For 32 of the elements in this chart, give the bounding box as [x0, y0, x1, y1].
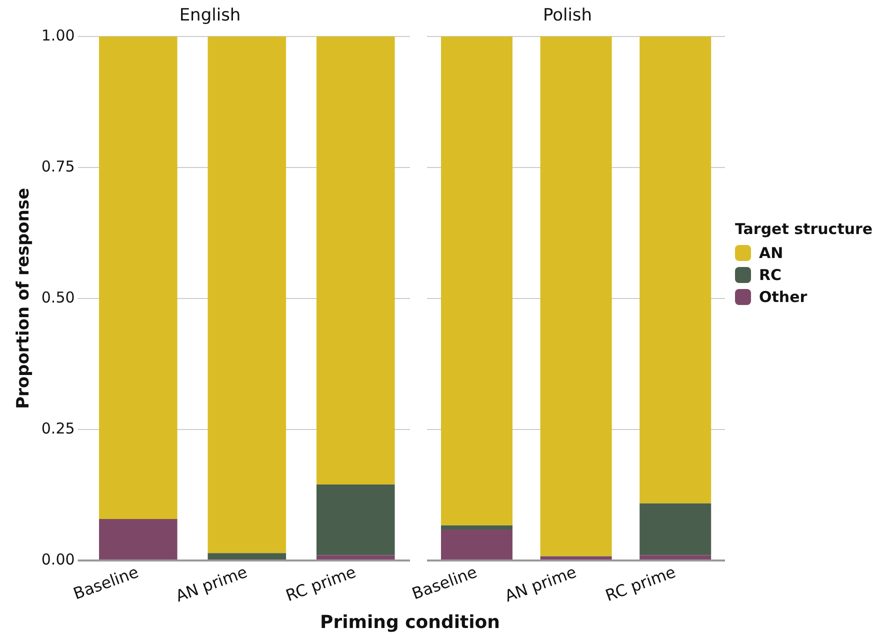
bar — [440, 525, 512, 530]
bar — [640, 503, 712, 556]
bar — [540, 36, 612, 556]
bar — [316, 36, 395, 484]
bar — [208, 553, 286, 560]
x-tick-label: AN prime — [173, 562, 250, 606]
bar — [640, 555, 712, 560]
bar — [208, 36, 286, 554]
x-tick-label: RC prime — [283, 562, 358, 606]
bar — [316, 484, 395, 556]
x-tick-label: RC prime — [602, 562, 678, 606]
y-tick-label: 0.25 — [41, 419, 75, 438]
bar — [540, 556, 612, 560]
y-tick-label: 0.50 — [41, 288, 75, 306]
bar — [99, 519, 178, 560]
legend-label: Other — [759, 288, 808, 306]
legend-label: RC — [759, 266, 782, 284]
y-axis-title: Proportion of response — [14, 188, 34, 409]
chart-title: Polish — [542, 6, 592, 26]
legend-label: AN — [759, 244, 784, 262]
y-tick-label: 1.00 — [41, 26, 75, 44]
x-axis-title: Priming condition — [319, 612, 501, 633]
y-tick-label: 0.00 — [41, 550, 75, 568]
y-tick-label: 0.75 — [41, 157, 75, 176]
chart-title: English — [179, 6, 241, 26]
legend-title: Target structure — [735, 220, 873, 238]
bar — [316, 555, 395, 560]
bar — [640, 36, 712, 504]
bar — [99, 36, 178, 520]
bar — [440, 530, 512, 560]
bar — [440, 36, 512, 526]
x-tick-label: AN prime — [502, 562, 579, 606]
